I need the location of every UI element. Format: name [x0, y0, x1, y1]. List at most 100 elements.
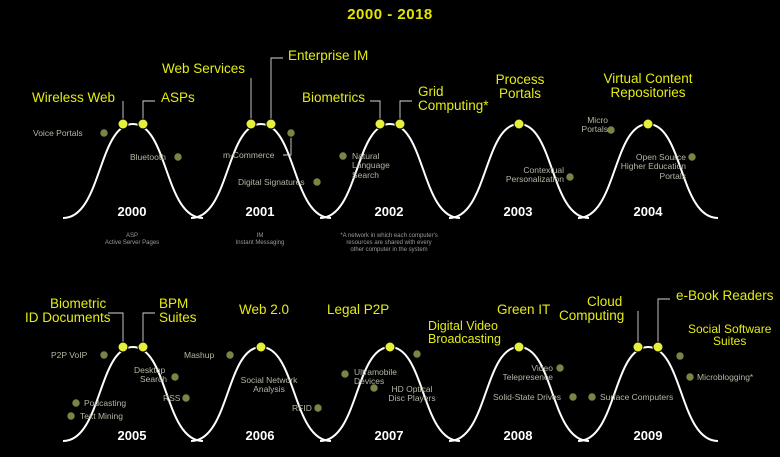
dot-microblogging [685, 372, 695, 382]
label-ultramobile-devices: Ultramobile Devices [354, 367, 397, 387]
label-microblogging: Microblogging* [697, 372, 754, 382]
label-text-mining: Text Mining [80, 411, 123, 421]
dot-digital-video-broadcasting [412, 349, 422, 359]
label-surface-computers: Surface Computers [600, 392, 674, 402]
label-social-network-analysis: Social Network Analysis [240, 375, 298, 395]
leader-asps [142, 100, 155, 124]
label-open-source-portals: Open Source Higher Education Portals [620, 152, 686, 181]
label-contextual-personalization: Contextual Personalization [505, 165, 564, 185]
dot-voice-portals [99, 128, 109, 138]
label-grid-computing: Grid Computing* [418, 84, 489, 113]
label-rfid: RFID [292, 403, 312, 413]
leader-biometrics [370, 100, 381, 124]
dot-asps [137, 118, 149, 130]
label-green-it: Green IT [497, 302, 551, 317]
dot-green-it [513, 341, 525, 353]
label-digital-signatures: Digital Signatures [238, 177, 305, 187]
label-process-portals: Process Portals [495, 72, 545, 101]
curve-2002 [319, 122, 461, 219]
label-natural-language-search: Natural Language Search [352, 151, 390, 180]
label-cloud-computing: Cloud Computing [559, 294, 625, 323]
dot-natural-language-search [338, 151, 348, 161]
dot-rss [181, 393, 191, 403]
dot-ultramobile-devices [340, 369, 350, 379]
label-mashup: Mashup [184, 350, 215, 360]
label-biometrics: Biometrics [302, 90, 366, 105]
label-social-software-suites: Social Software Suites [688, 322, 772, 348]
dot-wireless-web [117, 118, 129, 130]
dot-p2p-voip [99, 350, 109, 360]
dot-biometrics [374, 118, 386, 130]
dot-video-telepresence [555, 363, 565, 373]
year-2007: 2007 [374, 428, 404, 443]
footnote-grid-computing: *A network in which each computer's resou… [340, 233, 438, 253]
year-2006: 2006 [245, 428, 275, 443]
leader-enterprise-im [270, 57, 283, 124]
dot-micro-portals [606, 125, 616, 135]
label-legal-p2p: Legal P2P [327, 302, 390, 317]
dot-solid-state-drives [568, 392, 578, 402]
dot-virtual-content-repositories [642, 118, 654, 130]
label-micro-portals: Micro Portals [581, 115, 608, 135]
label-enterprise-im: Enterprise IM [288, 48, 369, 63]
footnote-im: IM Instant Messaging [235, 233, 285, 246]
label-desktop-search: Desktop Search [134, 365, 167, 385]
year-2009: 2009 [633, 428, 663, 443]
dot-podcasting [71, 398, 81, 408]
dot-mashup [225, 350, 235, 360]
label-solid-state-drives: Solid-State Drives [493, 392, 562, 402]
leader-m-commerce [283, 133, 292, 156]
year-2003: 2003 [503, 204, 533, 219]
dot-surface-computers [587, 392, 597, 402]
page-title: 2000 - 2018 [347, 6, 433, 23]
label-asps: ASPs [161, 90, 195, 105]
leader-grid-computing [399, 100, 412, 124]
dot-bpm-suites [137, 341, 149, 353]
year-2000: 2000 [117, 204, 147, 219]
leader-bpm-suites [142, 312, 155, 347]
dot-web-services [245, 118, 257, 130]
dot-biometric-id-documents [117, 341, 129, 353]
label-bpm-suites: BPM Suites [159, 296, 197, 325]
label-hd-optical-disc-players: HD Optical Disc Players [388, 384, 436, 404]
label-rss: RSS [163, 393, 181, 403]
year-2001: 2001 [245, 204, 275, 219]
dot-digital-signatures [312, 177, 322, 187]
year-2002: 2002 [374, 204, 404, 219]
year-2008: 2008 [503, 428, 533, 443]
dot-contextual-personalization [565, 172, 575, 182]
dot-m-commerce [286, 128, 296, 138]
label-biometric-id-documents: Biometric ID Documents [25, 296, 111, 325]
year-2005: 2005 [117, 428, 147, 443]
label-voice-portals: Voice Portals [33, 128, 83, 138]
label-virtual-content-repositories: Virtual Content Repositories [603, 71, 693, 100]
dot-desktop-search [170, 372, 180, 382]
label-p2p-voip: P2P VoIP [51, 350, 88, 360]
dot-legal-p2p [384, 341, 396, 353]
curve-2005 [62, 345, 204, 442]
footnote-asp: ASP Active Server Pages [104, 233, 160, 246]
label-wireless-web: Wireless Web [32, 90, 116, 105]
curve-2001 [190, 122, 332, 219]
dot-bluetooth [173, 152, 183, 162]
dot-web-2-0 [255, 341, 267, 353]
dot-rfid [313, 403, 323, 413]
dot-text-mining [66, 411, 76, 421]
label-ebook-readers: e-Book Readers [676, 288, 774, 303]
dot-process-portals [513, 118, 525, 130]
leader-biometric-id-documents [108, 312, 124, 347]
leader-ebook-readers [657, 298, 670, 347]
curve-2009 [577, 345, 719, 442]
dot-cloud-computing [632, 341, 644, 353]
label-podcasting: Podcasting [84, 398, 127, 408]
label-web-2-0: Web 2.0 [239, 302, 290, 317]
label-web-services: Web Services [162, 61, 246, 76]
dot-hd-optical-disc-players [369, 383, 379, 393]
year-2004: 2004 [633, 204, 663, 219]
curve-2000 [62, 122, 204, 219]
label-digital-video-broadcasting: Digital Video Broadcasting [428, 319, 501, 346]
dot-grid-computing [394, 118, 406, 130]
dot-social-software-suites [675, 351, 685, 361]
label-bluetooth: Bluetooth [130, 152, 166, 162]
